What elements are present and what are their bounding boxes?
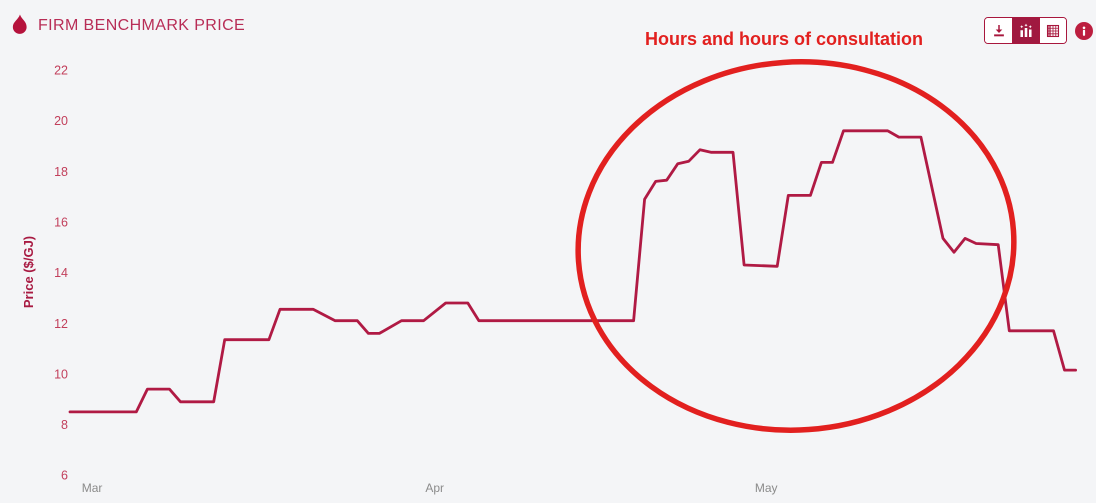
widget-title: FIRM BENCHMARK PRICE (38, 17, 246, 34)
annotation-text: Hours and hours of consultation (645, 29, 923, 49)
y-tick-label: 20 (54, 114, 68, 128)
y-tick-label: 16 (54, 215, 68, 229)
annotation-ellipse (575, 59, 1017, 433)
x-tick-label: Mar (82, 481, 103, 495)
y-axis-title: Price ($/GJ) (21, 236, 36, 308)
y-tick-label: 12 (54, 317, 68, 331)
widget-header: FIRM BENCHMARK PRICE (10, 13, 245, 39)
y-tick-label: 18 (54, 165, 68, 179)
x-axis-tick-labels: Mar Apr May (82, 481, 778, 495)
download-icon (993, 24, 1004, 36)
table-grid-icon (1046, 24, 1060, 37)
table-view-button[interactable] (1039, 18, 1066, 43)
view-toggle-group (984, 17, 1067, 44)
info-button[interactable] (1075, 21, 1093, 40)
x-tick-label: Apr (425, 481, 444, 495)
bar-chart-icon (1020, 23, 1032, 37)
price-line-series (68, 129, 1077, 414)
y-tick-label: 8 (61, 418, 68, 432)
y-tick-label: 14 (54, 266, 68, 280)
y-tick-label: 22 (54, 64, 68, 78)
download-button[interactable] (985, 18, 1012, 43)
y-tick-label: 6 (61, 469, 68, 483)
y-tick-label: 10 (54, 367, 68, 381)
chart-view-button[interactable] (1012, 18, 1039, 43)
flame-icon (12, 14, 27, 34)
x-tick-label: May (755, 481, 778, 495)
chart-toolbar (984, 17, 1093, 44)
info-icon (1082, 25, 1086, 36)
y-axis-tick-labels: 22 20 18 16 14 12 10 8 6 (54, 64, 68, 483)
